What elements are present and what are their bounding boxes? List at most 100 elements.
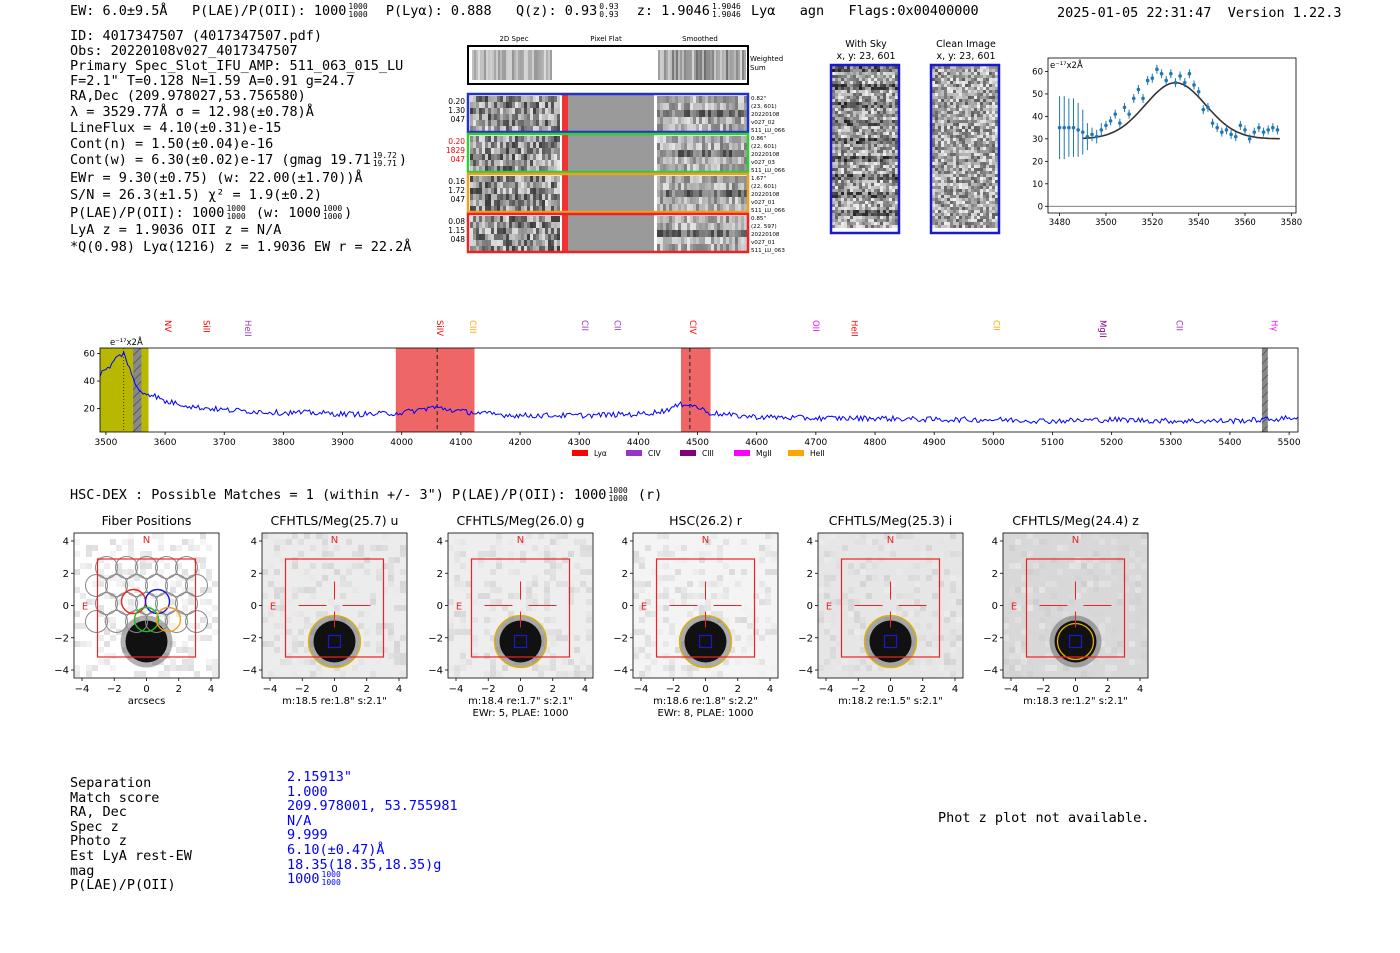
clean-image: [932, 66, 998, 228]
fit-data-point: [1164, 75, 1169, 85]
cutout-pixel: [971, 108, 974, 111]
header-z-line: Lyα: [750, 3, 776, 19]
spec2d-pixel: [542, 234, 545, 240]
hsc-noise-pixel: [681, 665, 687, 671]
hsc-noise-pixel: [98, 575, 104, 581]
cutout-pixel: [992, 201, 995, 204]
smoothed-pixel: [705, 190, 708, 197]
cutout-pixel: [986, 123, 989, 126]
cutout-pixel: [859, 87, 862, 90]
smoothed-pixel: [723, 150, 726, 157]
smoothed-pixel: [666, 110, 669, 117]
cutout-pixel: [941, 225, 944, 228]
cutout-pixel: [977, 123, 980, 126]
smoothed-pixel: [741, 190, 744, 197]
cutout-pixel: [950, 75, 953, 78]
spec2d-pixel: [554, 96, 557, 102]
spec2d-pixel: [494, 188, 497, 194]
cutout-pixel: [953, 195, 956, 198]
cutout-pixel: [971, 216, 974, 219]
cutout-pixel: [850, 126, 853, 129]
cutout-pixel: [844, 174, 847, 177]
cutout-pixel: [959, 108, 962, 111]
cutout-pixel: [853, 105, 856, 108]
smoothed-pixel: [702, 197, 705, 204]
cutout-pixel: [962, 78, 965, 81]
hsc-noise-pixel: [346, 581, 352, 587]
spec2d-pixel: [500, 176, 503, 182]
smoothed-pixel: [672, 164, 675, 171]
smoothed-pixel: [708, 204, 711, 211]
cutout-pixel: [835, 141, 838, 144]
cutout-pixel: [877, 72, 880, 75]
cutout-pixel: [856, 66, 859, 69]
cutout-pixel: [932, 111, 935, 114]
cutout-pixel: [944, 126, 947, 129]
cutout-pixel: [965, 153, 968, 156]
hsc-noise-pixel: [675, 587, 681, 593]
weighted-sum-pixel: [508, 50, 510, 80]
smoothed-pixel: [741, 176, 744, 183]
cutout-pixel: [883, 75, 886, 78]
hsc-noise-pixel: [188, 647, 194, 653]
cutout-pixel: [859, 105, 862, 108]
spec2d-row-right-label: 511_LU_066: [751, 208, 785, 214]
smoothed-pixel: [744, 110, 747, 117]
cutout-pixel: [859, 111, 862, 114]
spec2d-pixel: [494, 114, 497, 120]
cutout-pixel: [980, 69, 983, 72]
hsc-noise-pixel: [110, 539, 116, 545]
hsc-noise-pixel: [526, 593, 532, 599]
cutout-pixel: [868, 147, 871, 150]
cutout-pixel: [832, 225, 835, 228]
cutout-pixel: [859, 93, 862, 96]
cutout-pixel: [938, 90, 941, 93]
spec2d-pixel: [557, 222, 560, 228]
hsc-noise-pixel: [280, 611, 286, 617]
cutout-pixel: [850, 159, 853, 162]
cutout-pixel: [874, 162, 877, 165]
spec2d-pixel: [503, 114, 506, 120]
cutout-frame: [929, 63, 1001, 235]
hsc-panel-title: HSC(26.2) r: [669, 513, 743, 528]
smoothed-pixel: [669, 110, 672, 117]
hsc-noise-pixel: [520, 539, 526, 545]
spec2d-pixel: [521, 182, 524, 188]
smoothed-pixel: [708, 176, 711, 183]
spec2d-row-left-label: 047: [451, 115, 466, 124]
spec2d-pixel: [482, 142, 485, 148]
spec2d-pixel: [539, 148, 542, 154]
spec2d-pixel: [500, 136, 503, 142]
smoothed-pixel: [744, 164, 747, 171]
smoothed-pixel: [726, 237, 729, 244]
cutout-pixel: [841, 141, 844, 144]
cutout-pixel: [880, 165, 883, 168]
cutout-pixel: [886, 198, 889, 201]
cutout-pixel: [895, 201, 898, 204]
cutout-pixel: [847, 108, 850, 111]
cutout-pixel: [962, 156, 965, 159]
hsc-noise-pixel: [286, 653, 292, 659]
cutout-pixel: [871, 126, 874, 129]
cutout-pixel: [968, 162, 971, 165]
spec2d-pixel: [539, 246, 542, 252]
spec2d-pixel: [473, 166, 476, 172]
hsc-noise-pixel: [122, 539, 128, 545]
spec2d-pixel: [479, 240, 482, 246]
spectrum-xtick-label: 5300: [1159, 438, 1182, 448]
smoothed-pixel: [738, 204, 741, 211]
smoothed-pixel: [702, 110, 705, 117]
cutout-pixel: [941, 156, 944, 159]
smoothed-pixel: [657, 150, 660, 157]
cutout-pixel: [992, 108, 995, 111]
hsc-noise-pixel: [556, 671, 562, 677]
cutout-pixel: [832, 135, 835, 138]
cutout-pixel: [950, 198, 953, 201]
cutout-pixel: [989, 72, 992, 75]
hsc-noise-pixel: [388, 635, 394, 641]
spec2d-pixel: [485, 114, 488, 120]
cutout-pixel: [938, 123, 941, 126]
cutout-pixel: [853, 204, 856, 207]
hsc-noise-pixel: [663, 653, 669, 659]
cutout-pixel: [874, 186, 877, 189]
